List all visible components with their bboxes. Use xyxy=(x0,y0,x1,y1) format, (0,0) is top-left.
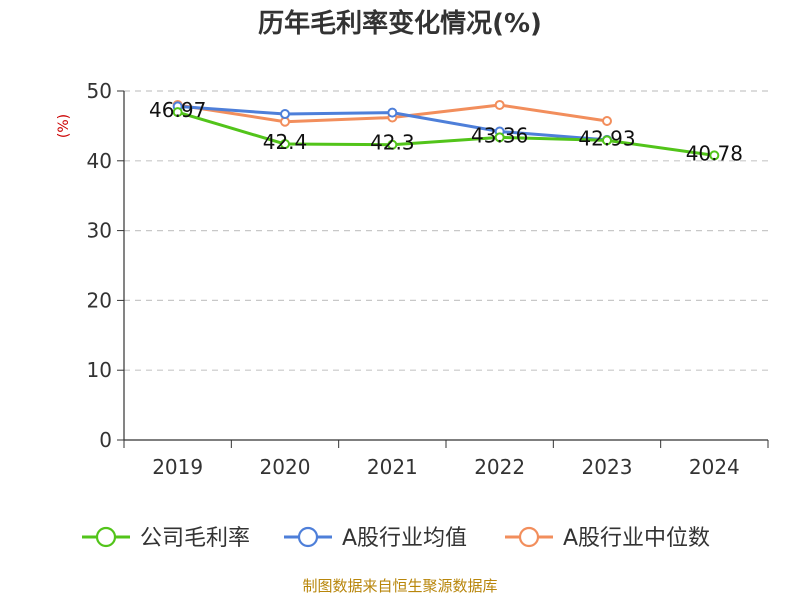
legend-marker-A股行业均值 xyxy=(297,526,319,548)
y-tick-label-30: 30 xyxy=(87,219,112,243)
point-公司毛利率-2020 xyxy=(280,139,290,150)
series-layer xyxy=(172,99,720,161)
axes: 0 10 20 30 40 50 2019 2020 2021 2022 2023 2024 xyxy=(87,79,769,479)
x-tick-label-2020: 2020 xyxy=(260,455,311,479)
x-tick-label-2019: 2019 xyxy=(152,455,203,479)
legend-marker-公司毛利率 xyxy=(95,526,117,548)
data-label-2023: 42.93 xyxy=(578,126,635,150)
y-tick-label-40: 40 xyxy=(87,149,112,173)
data-label-2019: 46.97 xyxy=(149,98,206,122)
point-公司毛利率-2022 xyxy=(494,132,505,143)
legend-label-公司毛利率: 公司毛利率 xyxy=(140,526,250,551)
data-label-2021: 42.3 xyxy=(370,131,415,155)
x-tick-label-2022: 2022 xyxy=(474,455,525,479)
x-tick-label-2024: 2024 xyxy=(689,455,740,479)
x-tick-label-2023: 2023 xyxy=(582,455,633,479)
data-label-2024: 40.78 xyxy=(686,141,743,165)
y-tick-label-20: 20 xyxy=(87,288,112,312)
y-axis-unit: (%) xyxy=(56,114,72,138)
x-tick-label-2021: 2021 xyxy=(367,455,418,479)
series-line-公司毛利率 xyxy=(177,110,715,157)
data-labels: 46.97 42.4 42.3 43.36 42.93 40.78 xyxy=(149,98,743,165)
data-label-2022: 43.36 xyxy=(471,123,528,147)
source-note: 制图数据来自恒生聚源数据库 xyxy=(302,577,497,595)
legend-item-A股行业中位数: A股行业中位数 xyxy=(505,526,710,551)
point-A股行业中位数-2022 xyxy=(494,99,505,110)
point-公司毛利率-2019 xyxy=(172,107,183,118)
legend-label-A股行业均值: A股行业均值 xyxy=(342,526,467,551)
grid-lines xyxy=(124,90,768,371)
legend-item-公司毛利率: 公司毛利率 xyxy=(82,526,250,551)
legend-item-A股行业均值: A股行业均值 xyxy=(284,526,467,551)
chart-title: 历年毛利率变化情况(%) xyxy=(258,8,542,39)
point-A股行业中位数-2023 xyxy=(602,116,612,127)
data-label-2020: 42.4 xyxy=(263,130,308,154)
point-公司毛利率-2024 xyxy=(709,150,720,161)
point-A股行业均值-2020 xyxy=(280,109,290,120)
point-公司毛利率-2021 xyxy=(387,139,398,150)
series-公司毛利率 xyxy=(172,107,720,161)
point-A股行业均值-2021 xyxy=(387,107,398,118)
y-tick-label-10: 10 xyxy=(87,358,112,382)
y-tick-label-0: 0 xyxy=(99,428,112,452)
y-tick-label-50: 50 xyxy=(87,79,112,103)
point-公司毛利率-2023 xyxy=(602,135,612,146)
legend: 公司毛利率 A股行业均值 A股行业中位数 xyxy=(82,526,710,551)
legend-label-A股行业中位数: A股行业中位数 xyxy=(563,526,710,551)
legend-marker-A股行业中位数 xyxy=(518,526,540,548)
